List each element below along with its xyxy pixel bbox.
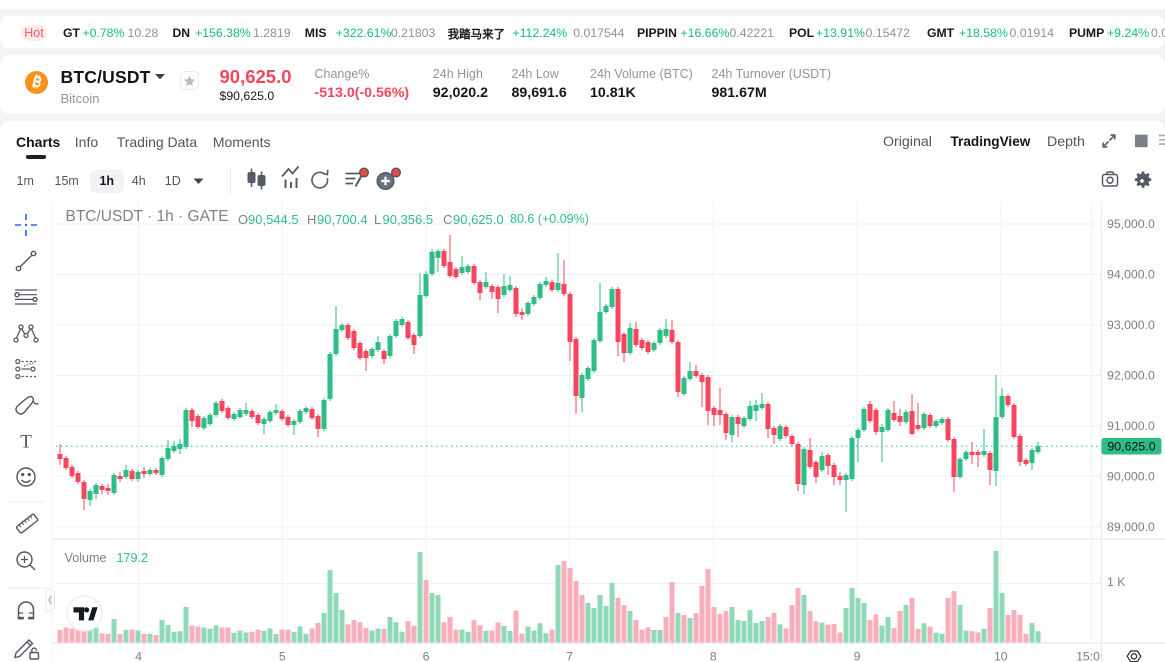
svg-text:93,000.0: 93,000.0 [1107,318,1155,332]
svg-text:4: 4 [135,650,142,662]
svg-text:91,000.0: 91,000.0 [1107,419,1155,433]
svg-text:10: 10 [994,650,1008,662]
svg-text:15:0: 15:0 [1076,650,1100,662]
svg-text:95,000.0: 95,000.0 [1107,217,1155,231]
svg-text:90,625.0: 90,625.0 [1107,440,1155,454]
svg-text:8: 8 [710,650,717,662]
svg-text:5: 5 [279,650,286,662]
svg-text:T: T [20,432,32,453]
svg-text:1 K: 1 K [1107,575,1126,589]
svg-text:7: 7 [566,650,573,662]
svg-text:89,000.0: 89,000.0 [1107,520,1155,534]
svg-text:9: 9 [854,650,861,662]
svg-text:90,000.0: 90,000.0 [1107,470,1155,484]
svg-text:6: 6 [423,650,430,662]
svg-text:94,000.0: 94,000.0 [1107,268,1155,282]
svg-text:92,000.0: 92,000.0 [1107,369,1155,383]
